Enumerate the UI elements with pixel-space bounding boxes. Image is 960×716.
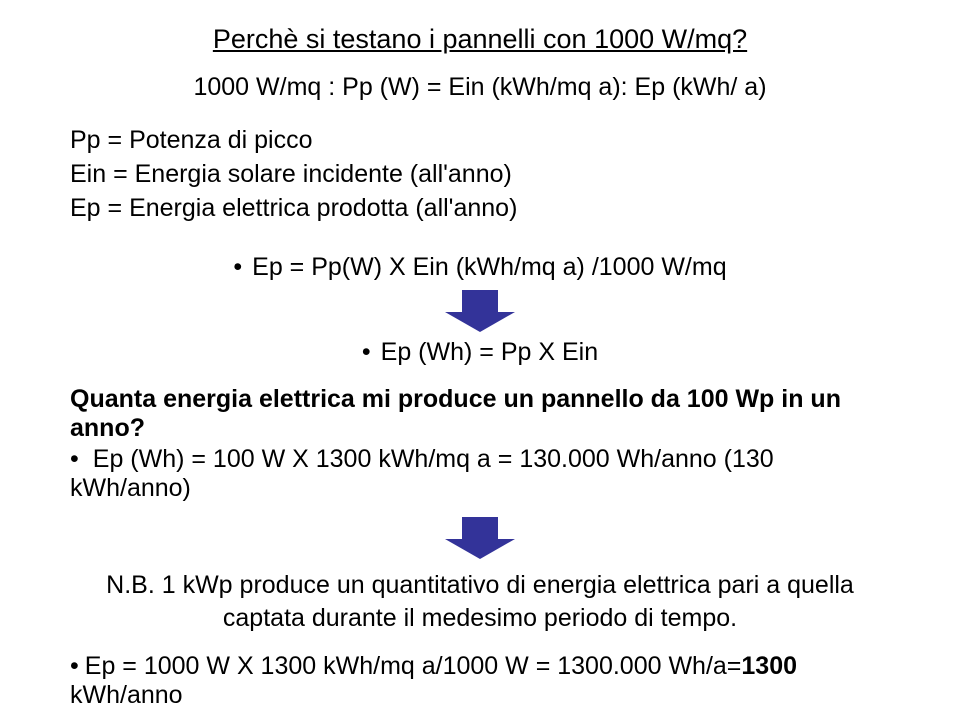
arrow-2-wrap	[70, 517, 890, 559]
arrow-down-icon	[445, 290, 515, 332]
slide-page: Perchè si testano i pannelli con 1000 W/…	[0, 0, 960, 716]
definitions-block: Pp = Potenza di picco Ein = Energia sola…	[70, 124, 890, 225]
answer-text: Ep (Wh) = 100 W X 1300 kWh/mq a = 130.00…	[70, 445, 774, 502]
derived-formula-1-row: • Ep = Pp(W) X Ein (kWh/mq a) /1000 W/mq	[70, 253, 890, 282]
derived-formula-1: Ep = Pp(W) X Ein (kWh/mq a) /1000 W/mq	[252, 253, 726, 281]
note-block: N.B. 1 kWp produce un quantitativo di en…	[70, 569, 890, 634]
derived-formula-2-row: • Ep (Wh) = Pp X Ein	[70, 338, 890, 367]
page-title: Perchè si testano i pannelli con 1000 W/…	[70, 24, 890, 55]
final-formula-prefix: Ep = 1000 W X 1300 kWh/mq a/1000 W = 130…	[85, 652, 742, 680]
arrow-down-icon	[445, 517, 515, 559]
question-text: Quanta energia elettrica mi produce un p…	[70, 385, 890, 443]
definition-ein: Ein = Energia solare incidente (all'anno…	[70, 158, 890, 192]
question-block: Quanta energia elettrica mi produce un p…	[70, 385, 890, 503]
definition-pp: Pp = Potenza di picco	[70, 124, 890, 158]
derived-formula-2: Ep (Wh) = Pp X Ein	[381, 338, 598, 366]
bullet-icon: •	[233, 253, 242, 281]
answer-row: •Ep (Wh) = 100 W X 1300 kWh/mq a = 130.0…	[70, 445, 890, 503]
bullet-icon: •	[362, 338, 371, 366]
final-formula-bold: 1300	[741, 652, 797, 680]
final-formula-suffix: kWh/anno	[70, 681, 183, 709]
main-formula: 1000 W/mq : Pp (W) = Ein (kWh/mq a): Ep …	[70, 73, 890, 102]
note-line-1: N.B. 1 kWp produce un quantitativo di en…	[106, 571, 854, 599]
bullet-icon: •	[70, 445, 79, 473]
arrow-1-wrap	[70, 290, 890, 332]
final-formula-row: •Ep = 1000 W X 1300 kWh/mq a/1000 W = 13…	[70, 652, 890, 710]
bullet-icon: •	[70, 652, 79, 680]
note-line-2: captata durante il medesimo periodo di t…	[223, 604, 737, 632]
definition-ep: Ep = Energia elettrica prodotta (all'ann…	[70, 192, 890, 226]
